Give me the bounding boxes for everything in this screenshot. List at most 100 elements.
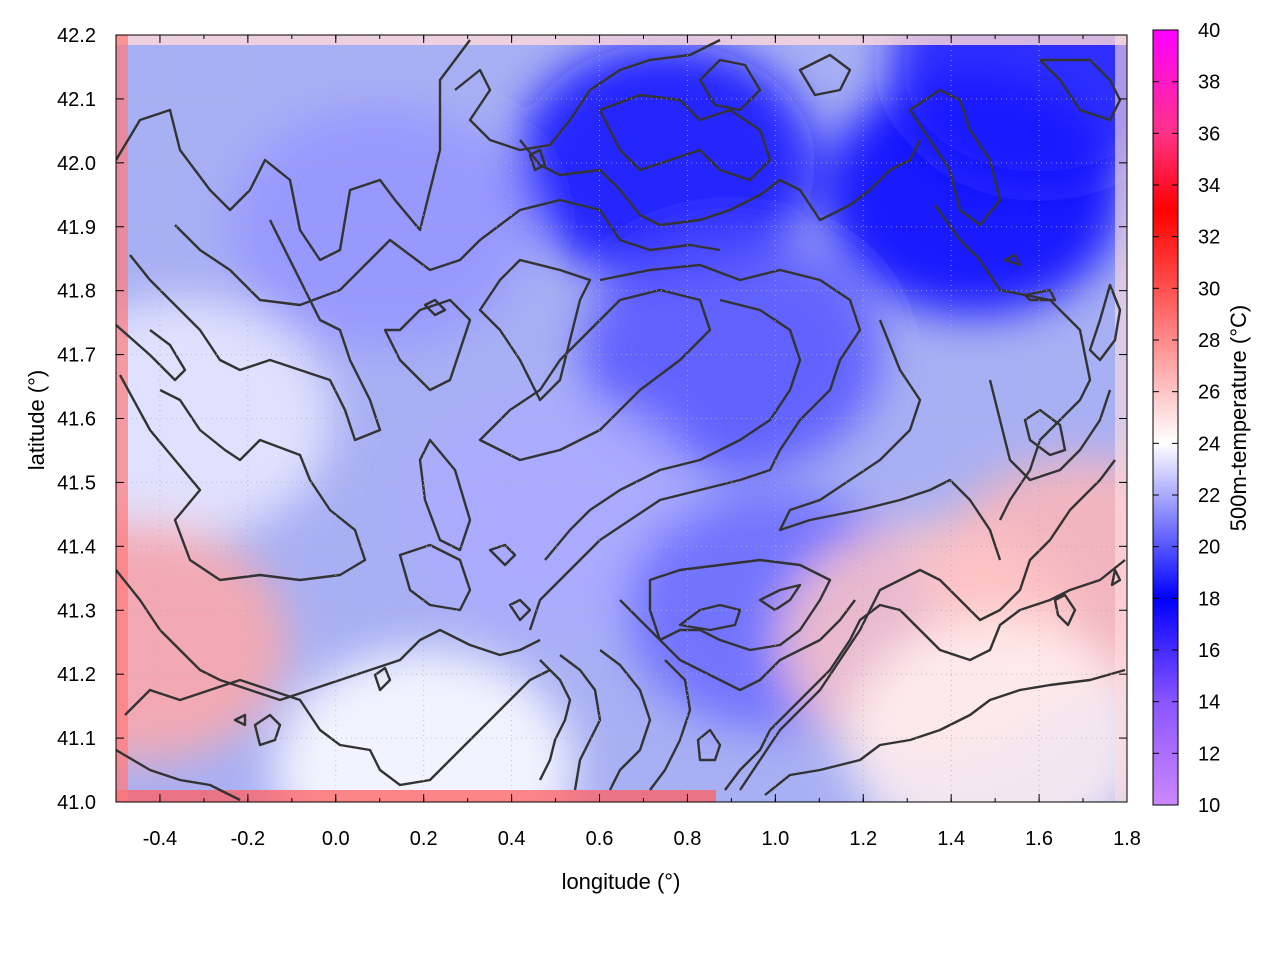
contour-line <box>1003 253 1022 267</box>
colorbar-tick-labels: 10 12 14 16 18 20 22 24 26 28 30 32 34 36 38 40 <box>1198 20 1220 817</box>
contour-line <box>373 666 392 692</box>
contour-line <box>116 569 541 702</box>
contour-line <box>934 204 1092 521</box>
contour-line <box>478 288 712 462</box>
contour-line <box>116 324 187 382</box>
contour-line <box>383 298 472 392</box>
contour-line <box>174 198 721 307</box>
x-tick-label: -0.2 <box>231 828 265 850</box>
x-tick-label: 1.6 <box>1025 828 1053 850</box>
contour-line <box>698 58 762 112</box>
contour-line <box>418 438 472 552</box>
contour-line <box>1038 58 1122 122</box>
colorbar-tick-label: 18 <box>1198 588 1220 610</box>
contour-line <box>908 88 1002 227</box>
y-tick-labels: 41.0 41.1 41.2 41.3 41.4 41.5 41.6 41.7 41.8 41.9… <box>57 25 96 814</box>
y-tick-label: 42.1 <box>57 89 96 111</box>
y-tick-label: 41.5 <box>57 472 96 494</box>
contour-line <box>116 39 471 262</box>
contour-line <box>233 713 247 727</box>
axis-ticks <box>115 34 1128 803</box>
contour-line <box>1110 568 1122 587</box>
y-tick-label: 41.7 <box>57 345 96 367</box>
field-sample <box>515 42 816 283</box>
x-tick-label: -0.4 <box>143 828 177 850</box>
y-tick-label: 41.0 <box>57 792 96 814</box>
y-tick-label: 41.9 <box>57 217 96 239</box>
contour-line <box>124 668 551 787</box>
field-sample <box>273 650 574 802</box>
contour-line <box>398 543 472 612</box>
contour-line <box>1088 283 1122 362</box>
field-sample <box>116 522 288 763</box>
x-tick-labels: -0.4 -0.2 0.0 0.2 0.4 0.6 0.8 1.0 1.2 1.4 1.6 1.8 <box>143 828 1141 850</box>
contour-line <box>253 713 282 747</box>
colorbar-tick-label: 32 <box>1198 227 1220 249</box>
colorbar-tick-label: 20 <box>1198 537 1220 559</box>
contour-line <box>649 659 692 791</box>
x-tick-label: 0.6 <box>586 828 614 850</box>
x-tick-label: 0.0 <box>322 828 350 850</box>
contour-line <box>778 319 1002 561</box>
colorbar-title: 500m-temperature (°C) <box>1226 305 1251 531</box>
y-tick-label: 42.2 <box>57 25 96 47</box>
colorbar <box>1152 29 1179 806</box>
contour-line <box>508 598 532 622</box>
colorbar-tick-label: 14 <box>1198 692 1220 714</box>
contour-line <box>619 599 856 692</box>
field-sample <box>229 106 530 347</box>
y-tick-label: 41.3 <box>57 600 96 622</box>
field-sample <box>405 394 706 635</box>
colorbar-tick-label: 30 <box>1198 278 1220 300</box>
contour-line <box>116 748 241 802</box>
contour-line <box>454 38 721 152</box>
field-sample <box>845 618 1127 802</box>
field-sample <box>889 35 1127 187</box>
contour-line <box>798 53 852 97</box>
contour-line <box>758 583 802 612</box>
contour-line <box>598 93 772 182</box>
y-tick-label: 41.6 <box>57 409 96 431</box>
contour-line <box>538 659 572 781</box>
contour-line <box>1023 288 1057 302</box>
y-tick-label: 42.0 <box>57 153 96 175</box>
x-tick-label: 0.8 <box>674 828 702 850</box>
plot-area <box>116 35 1127 802</box>
contour-line <box>528 263 862 631</box>
contour-line <box>129 219 382 442</box>
contour-line <box>599 649 652 791</box>
contour-line <box>724 559 1126 791</box>
field-sample <box>116 298 332 539</box>
colorbar-tick-label: 24 <box>1198 433 1220 455</box>
contour-line <box>764 668 1126 796</box>
colorbar-ticks <box>1153 29 1178 806</box>
contour-line <box>488 543 517 567</box>
contour-line <box>423 298 447 317</box>
contour-line <box>544 298 802 561</box>
colorbar-tick-label: 36 <box>1198 123 1220 145</box>
x-tick-label: 0.2 <box>410 828 438 850</box>
contour-line <box>696 728 722 762</box>
contour-line <box>678 603 742 632</box>
contour-line <box>519 139 922 227</box>
colorbar-tick-label: 16 <box>1198 640 1220 662</box>
y-tick-label: 41.4 <box>57 536 96 558</box>
x-axis-title: longitude (°) <box>562 869 681 894</box>
contour-line <box>988 379 1112 482</box>
colorbar-tick-label: 28 <box>1198 330 1220 352</box>
y-tick-label: 41.1 <box>57 728 96 750</box>
colorbar-tick-label: 12 <box>1198 743 1220 765</box>
colorbar-tick-label: 22 <box>1198 485 1220 507</box>
colorbar-tick-label: 34 <box>1198 175 1220 197</box>
x-tick-label: 1.8 <box>1113 828 1141 850</box>
plot-frame <box>115 34 1128 803</box>
contour-line <box>1053 593 1077 627</box>
contour-line <box>528 148 547 172</box>
y-tick-label: 41.2 <box>57 664 96 686</box>
contour-line <box>1023 408 1067 457</box>
y-axis-title: latitude (°) <box>24 370 49 471</box>
contour-line <box>118 374 367 582</box>
contour-lines <box>116 38 1126 802</box>
contour-line <box>648 558 832 652</box>
